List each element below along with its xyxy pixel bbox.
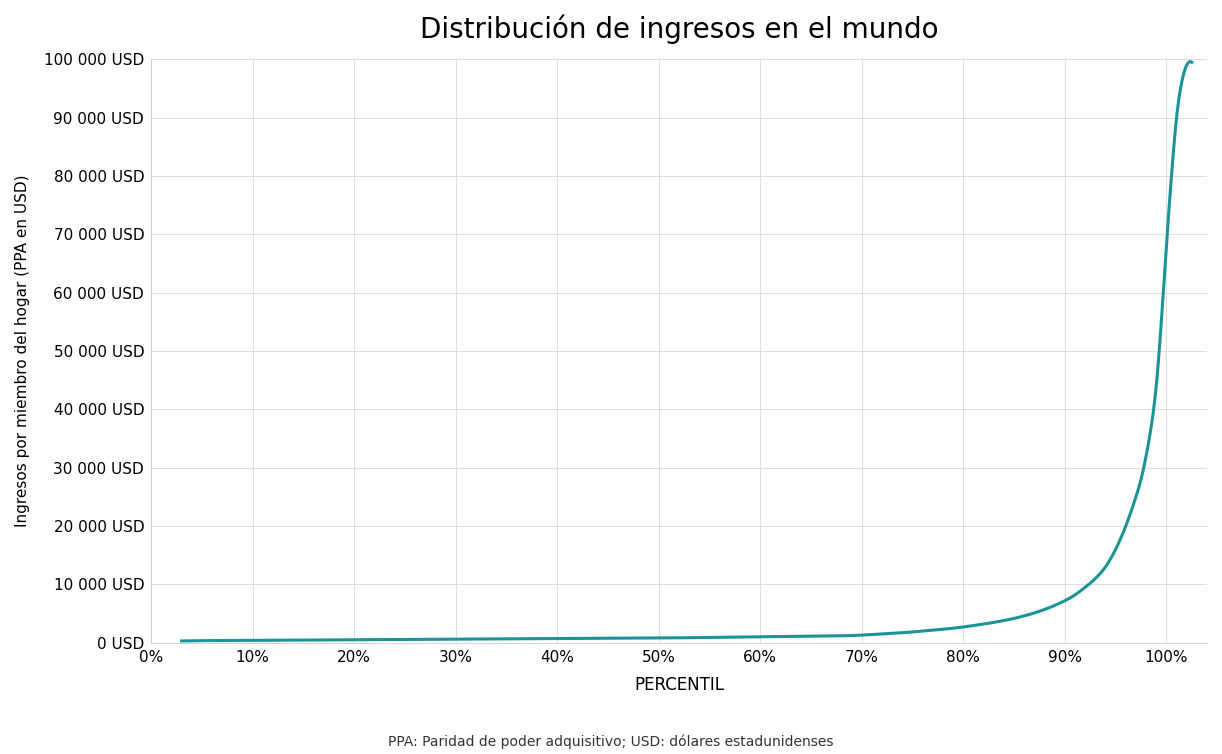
Y-axis label: Ingresos por miembro del hogar (PPA en USD): Ingresos por miembro del hogar (PPA en U… [15,175,31,527]
Title: Distribución de ingresos en el mundo: Distribución de ingresos en el mundo [420,15,938,44]
Text: PPA: Paridad de poder adquisitivo; USD: dólares estadunidenses: PPA: Paridad de poder adquisitivo; USD: … [389,735,833,749]
X-axis label: PERCENTIL: PERCENTIL [634,676,725,694]
